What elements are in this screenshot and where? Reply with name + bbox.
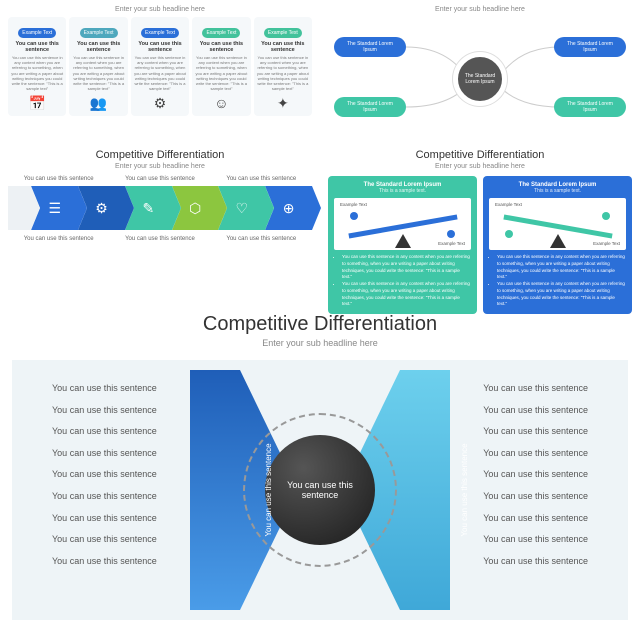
card-badge: Example Text [264,28,302,38]
panel-hub: Enter your sub headline here The Standar… [320,0,640,145]
p5-title: Competitive Differentiation [12,313,628,336]
left-vert-label: You can use this sentence [264,443,273,536]
list-item: You can use this sentence [483,529,588,551]
seesaw-dot [505,230,513,238]
hub-node: The Standard Lorem Ipsum [554,37,626,57]
list-item: You can use this sentence [483,400,588,422]
seesaw-dot [350,212,358,220]
arrow-label: You can use this sentence [226,236,296,242]
p2-subtitle: Enter your sub headline here [328,6,632,13]
right-vert-label: You can use this sentence [460,443,469,536]
hub-center: The Standard Lorem Ipsum [453,52,507,106]
left-column: You can use this sentenceYou can use thi… [52,378,157,572]
card-badge: Example Text [80,28,118,38]
card-title: You can use this sentence [72,41,124,53]
card-body: You can use this sentence in any content… [257,55,309,91]
card-badge: Example Text [141,28,179,38]
p1-subtitle: Enter your sub headline here [8,6,312,13]
list-item: You can use this sentence [483,421,588,443]
stage-label: Example Text [340,202,367,207]
seesaw-text: You can use this sentence in any content… [334,254,471,308]
seesaw-text: You can use this sentence in any content… [489,254,626,308]
card-badge: Example Text [202,28,240,38]
seesaw-dot [447,230,455,238]
stage-label: Example Text [438,241,465,246]
card-badge: Example Text [18,28,56,38]
seesaw-box: The Standard Lorem Ipsum This is a sampl… [483,176,632,314]
panel-five-cards: Enter your sub headline here Example Tex… [0,0,320,145]
p4-subtitle: Enter your sub headline here [328,163,632,170]
card-body: You can use this sentence in any content… [72,55,124,91]
card: Example Text You can use this sentence Y… [8,17,66,116]
stage-label: Example Text [593,241,620,246]
card-body: You can use this sentence in any content… [11,55,63,91]
hub-node: The Standard Lorem Ipsum [554,97,626,117]
seesaw-box: The Standard Lorem Ipsum This is a sampl… [328,176,477,314]
arrow-label: You can use this sentence [125,176,195,182]
panel-seesaw: Competitive Differentiation Enter your s… [320,145,640,305]
card-title: You can use this sentence [134,41,186,53]
list-item: You can use this sentence [52,464,157,486]
list-item: You can use this sentence [483,443,588,465]
arrow-label: You can use this sentence [226,176,296,182]
arrow-row: ☰⚙✎⬡♡⊕ [8,186,312,230]
seesaw-fulcrum [395,234,411,248]
seesaw-stage: Example Text Example Text [489,198,626,250]
p3-subtitle: Enter your sub headline here [8,163,312,170]
card-icon: ✦ [257,95,309,112]
arrow-label: You can use this sentence [24,236,94,242]
card-body: You can use this sentence in any content… [195,55,247,91]
card-title: You can use this sentence [257,41,309,53]
panel-arrows: Competitive Differentiation Enter your s… [0,145,320,305]
card: Example Text You can use this sentence Y… [69,17,127,116]
bottom-labels: You can use this sentence You can use thi… [8,236,312,242]
panel-funnel: Competitive Differentiation Enter your s… [0,305,640,640]
card: Example Text You can use this sentence Y… [192,17,250,116]
list-item: You can use this sentence [52,508,157,530]
card: Example Text You can use this sentence Y… [131,17,189,116]
list-item: You can use this sentence [52,421,157,443]
list-item: You can use this sentence [52,400,157,422]
seesaw-sub: This is a sample text. [334,188,471,194]
seesaw-stage: Example Text Example Text [334,198,471,250]
seesaw-sub: This is a sample text. [489,188,626,194]
p5-subtitle: Enter your sub headline here [12,338,628,348]
arrow-start [8,186,31,230]
list-item: You can use this sentence [52,378,157,400]
card: Example Text You can use this sentence Y… [254,17,312,116]
card-icon: ☺ [195,95,247,111]
arrow-label: You can use this sentence [125,236,195,242]
list-item: You can use this sentence [483,378,588,400]
list-item: You can use this sentence [52,551,157,573]
top-labels: You can use this sentence You can use thi… [8,176,312,182]
center-circle: You can use this sentence [265,435,375,545]
seesaw-pair: The Standard Lorem Ipsum This is a sampl… [328,176,632,314]
card-row: Example Text You can use this sentence Y… [8,17,312,116]
list-item: You can use this sentence [483,464,588,486]
hub-node: The Standard Lorem Ipsum [334,37,406,57]
card-icon: 📅 [11,95,63,112]
list-item: You can use this sentence [52,486,157,508]
list-item: You can use this sentence [52,443,157,465]
card-title: You can use this sentence [195,41,247,53]
right-column: You can use this sentenceYou can use thi… [483,378,588,572]
card-icon: 👥 [72,95,124,112]
stage-label: Example Text [495,202,522,207]
arrow-label: You can use this sentence [24,176,94,182]
seesaw-dot [602,212,610,220]
list-item: You can use this sentence [483,508,588,530]
card-icon: ⚙ [134,95,186,112]
list-item: You can use this sentence [483,551,588,573]
list-item: You can use this sentence [52,529,157,551]
seesaw-fulcrum [550,234,566,248]
p4-title: Competitive Differentiation [328,149,632,161]
card-title: You can use this sentence [11,41,63,53]
list-item: You can use this sentence [483,486,588,508]
p3-title: Competitive Differentiation [8,149,312,161]
hub-node: The Standard Lorem Ipsum [334,97,406,117]
card-body: You can use this sentence in any content… [134,55,186,91]
